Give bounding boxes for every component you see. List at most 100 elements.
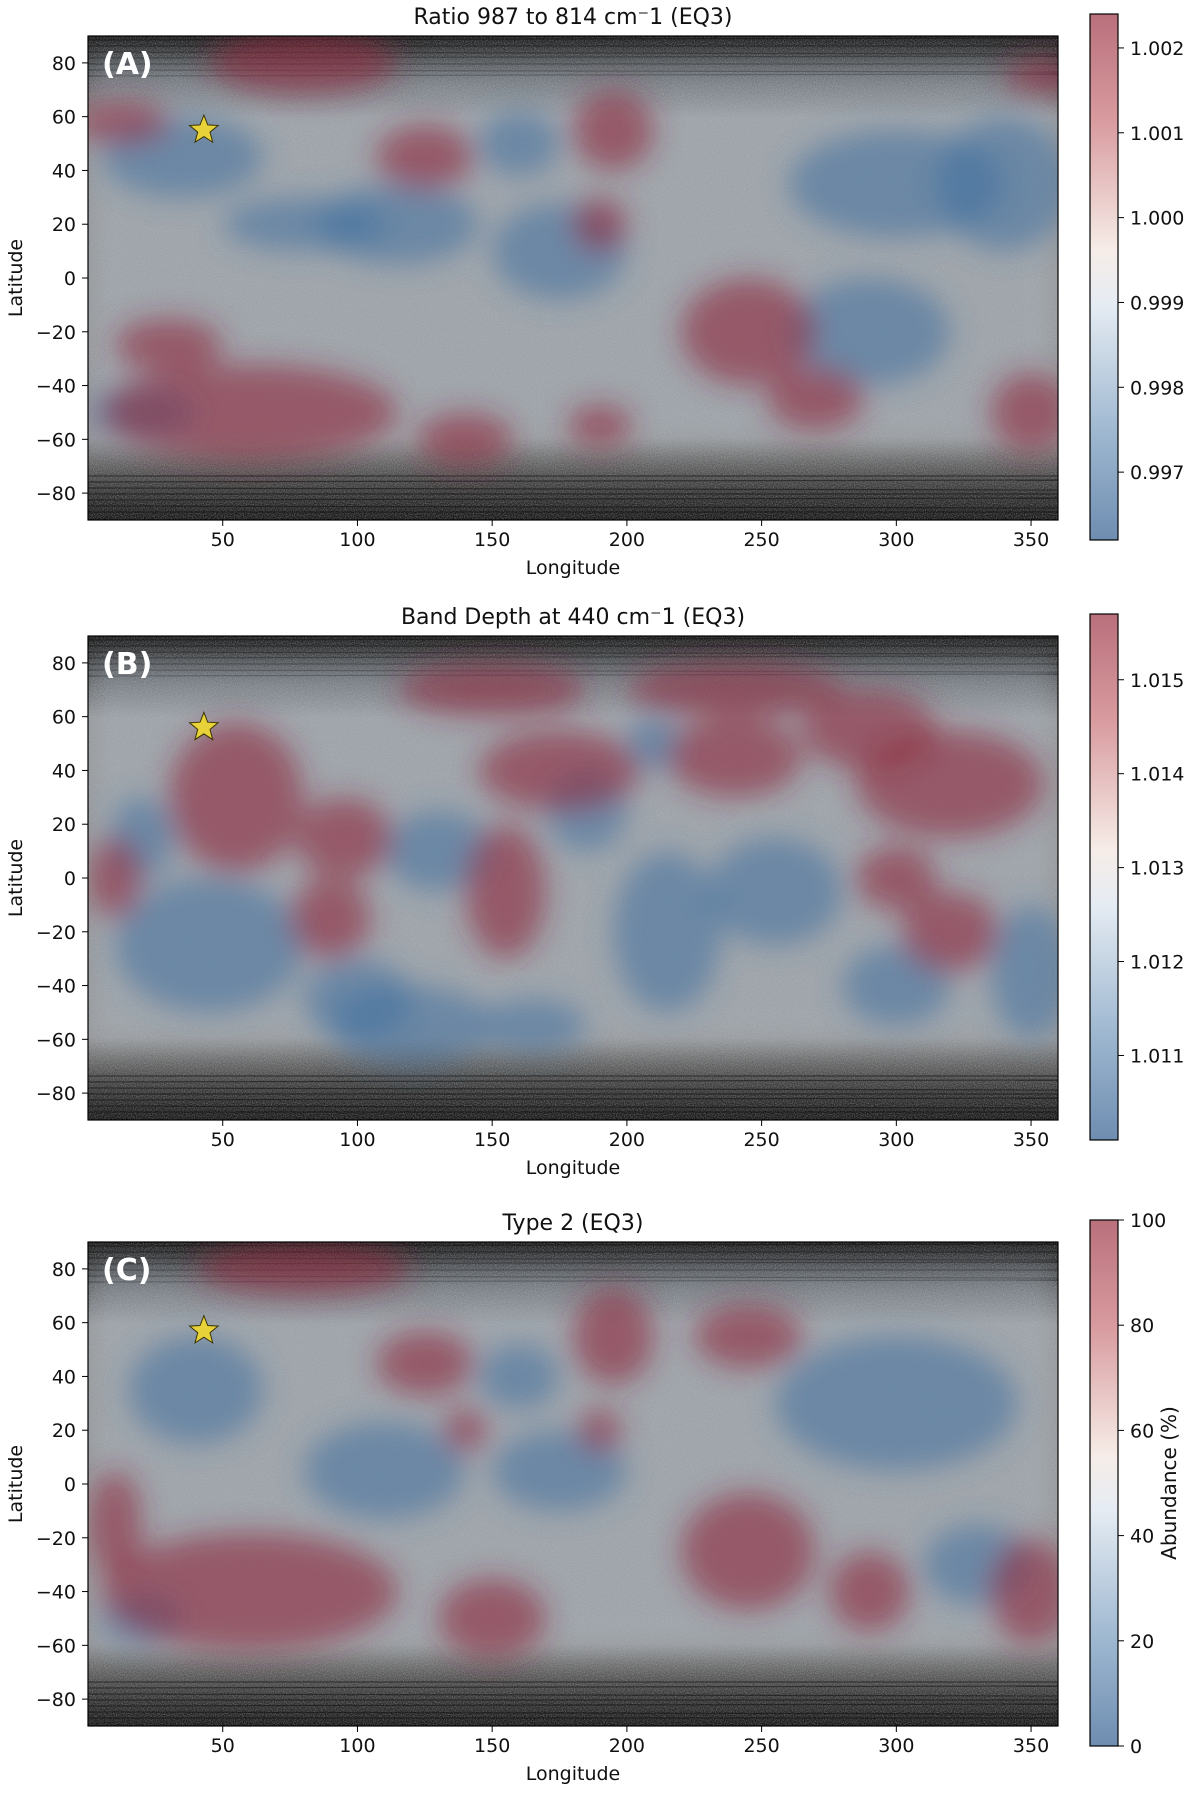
high-region [855,845,937,911]
x-tick-label: 150 [474,529,510,551]
high-region [667,716,803,798]
colorbar [1089,13,1119,541]
colorbar-tick-label: 1.015 [1130,670,1184,692]
x-tick-label: 350 [1013,529,1049,551]
high-region [290,878,371,959]
low-region [384,810,493,892]
high-region [88,837,142,919]
colorbar-tick-label: 0.999 [1130,292,1184,314]
x-tick-label: 100 [339,1129,375,1151]
polar-streak [88,487,1058,491]
high-region [767,366,864,432]
low-region [303,1422,466,1519]
polar-streak [88,637,1058,641]
high-region [828,1551,910,1632]
y-tick-label: −60 [36,429,76,451]
overlay-regions [88,662,1058,1067]
y-tick-label: 80 [52,653,76,675]
low-region [626,716,681,771]
high-region [573,89,654,171]
x-tick-label: 250 [743,529,779,551]
high-region [573,197,627,252]
colorbar-tick-label: 1.011 [1130,1045,1184,1067]
y-tick-label: −40 [36,976,76,998]
colorbar-tick-label: 1.002 [1130,38,1184,60]
y-tick-label: 40 [52,1366,76,1388]
colorbar-tick-label: 1.000 [1130,208,1184,230]
x-tick-label: 300 [878,529,914,551]
high-region [465,824,547,959]
y-tick-label: −40 [36,1582,76,1604]
colorbar-tick-label: 100 [1130,1210,1166,1232]
low-region [303,958,412,1040]
colorbar-tick-label: 40 [1130,1526,1154,1548]
star-marker [188,113,220,144]
y-tick-label: 60 [52,107,76,129]
high-region [168,722,304,873]
y-tick-label: −80 [36,1689,76,1711]
x-axis-label: Longitude [526,1763,621,1785]
y-tick-label: 0 [64,868,76,890]
high-region [114,318,223,373]
star-marker [188,711,220,741]
high-region [626,662,843,717]
high-region [416,412,514,467]
x-tick-label: 200 [609,1735,645,1757]
low-region [788,278,951,386]
low-region [222,197,385,252]
x-axis-label: Longitude [526,1157,621,1179]
high-region [680,1492,816,1611]
high-region [802,689,937,771]
x-tick-label: 100 [339,1735,375,1757]
high-region [990,1537,1058,1646]
colorbar-tick-label: 0 [1130,1736,1142,1758]
polar-streak [88,1711,1058,1715]
low-region [707,837,843,946]
colorbar [1089,613,1119,1141]
y-tick-label: 60 [52,707,76,729]
y-tick-label: 20 [52,214,76,236]
panel-label: (C) [102,1253,151,1288]
y-tick-label: −20 [36,322,76,344]
x-tick-label: 300 [878,1735,914,1757]
low-region [775,1336,1018,1471]
high-region [478,730,641,811]
high-region [567,404,633,448]
polar-streak [88,1703,1058,1707]
high-region [680,278,816,386]
high-region [295,797,393,879]
low-region [990,904,1058,1040]
low-region [613,851,722,1013]
y-tick-label: 60 [52,1313,76,1335]
chart-title: Type 2 (EQ3) [502,1211,644,1236]
high-region [376,124,474,190]
y-tick-label: 0 [64,268,76,290]
x-tick-label: 200 [609,529,645,551]
x-tick-label: 150 [474,1735,510,1757]
high-region [88,100,169,144]
map-area [88,1242,1058,1726]
high-region [88,1470,142,1579]
panel-label: (B) [102,647,152,682]
x-tick-label: 350 [1013,1735,1049,1757]
colorbar-tick-label: 0.997 [1130,462,1184,484]
high-region [990,372,1058,453]
y-tick-label: 20 [52,814,76,836]
y-tick-label: −60 [36,1635,76,1657]
colorbar-tick-label: 20 [1130,1631,1154,1653]
y-tick-label: −40 [36,376,76,398]
high-region [901,891,999,973]
low-region [478,1344,560,1409]
low-region [114,878,304,1013]
low-region [478,111,560,176]
high-region [578,1408,622,1452]
high-region [209,36,398,96]
x-tick-label: 100 [339,529,375,551]
y-tick-label: 20 [52,1420,76,1442]
polar-streak [88,1685,1058,1689]
map-area [88,36,1058,520]
x-tick-label: 250 [743,1735,779,1757]
high-region [195,1242,412,1296]
